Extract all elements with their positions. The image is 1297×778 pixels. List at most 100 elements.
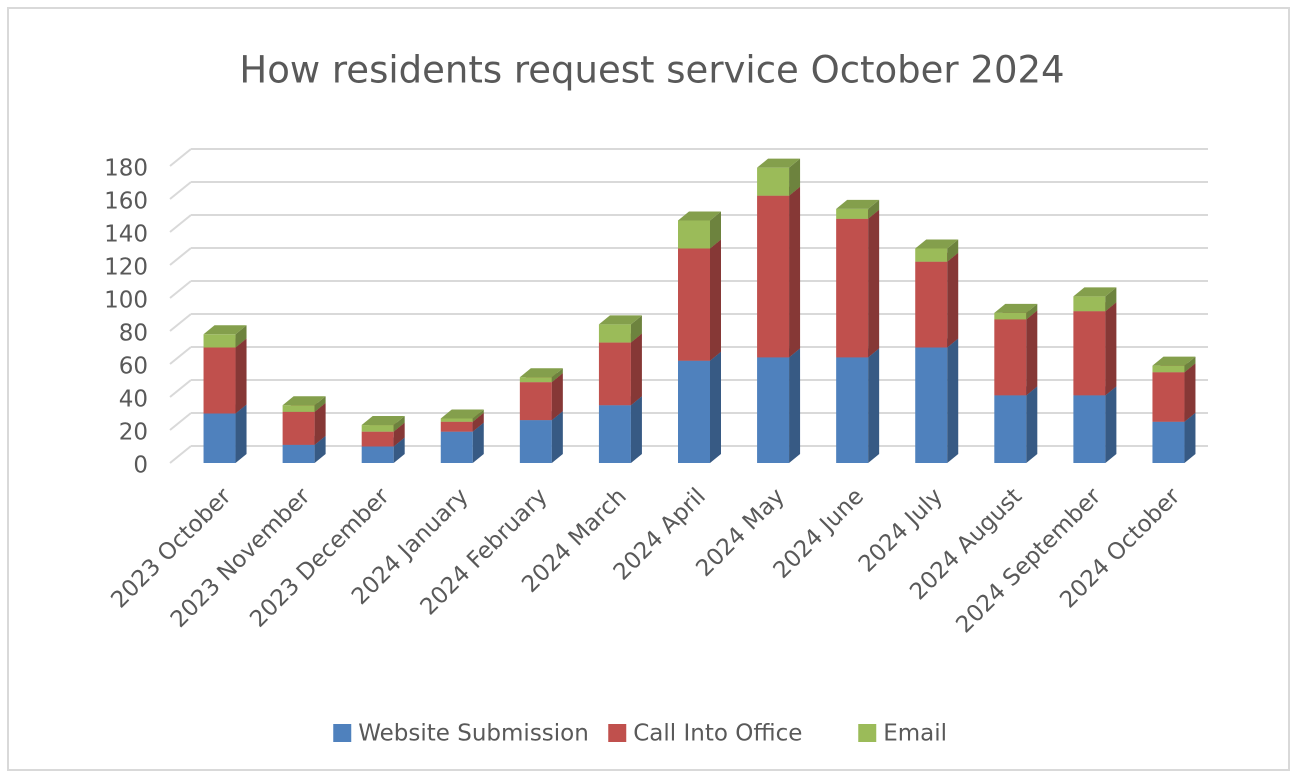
bar-segment — [994, 310, 1038, 396]
y-tick-label: 120 — [104, 255, 148, 281]
y-tick-label: 80 — [119, 321, 148, 347]
legend-label: Call Into Office — [633, 721, 802, 747]
bar-front — [282, 405, 315, 412]
legend-swatch — [333, 724, 352, 742]
legend-swatch — [858, 724, 877, 742]
bar-segment — [203, 325, 247, 348]
bar-front — [440, 421, 473, 432]
bar-segment — [678, 239, 721, 361]
bar-front — [361, 425, 394, 432]
bar-front — [282, 444, 315, 463]
grid-line-side — [169, 247, 192, 266]
y-tick-label: 0 — [133, 453, 148, 479]
bar-side — [551, 411, 563, 463]
bar-top — [519, 368, 563, 378]
bar-segment — [203, 338, 247, 414]
bar-side — [314, 402, 326, 445]
bar-side — [1184, 356, 1196, 373]
bar-front — [915, 248, 948, 262]
bar-side — [551, 373, 563, 421]
bar-front — [203, 334, 236, 348]
bar-side — [1105, 302, 1117, 396]
bar-segment — [519, 368, 563, 383]
bar-segment — [915, 239, 959, 262]
bar-front — [282, 411, 315, 445]
bar-front — [836, 357, 869, 463]
bar-side — [947, 252, 959, 348]
bar-front — [994, 319, 1027, 396]
bar-segment — [836, 199, 880, 219]
bar-front — [1073, 296, 1106, 312]
bar-segment — [994, 303, 1038, 320]
bar-front — [994, 395, 1027, 463]
bar-front — [836, 208, 869, 219]
bar-front — [678, 360, 710, 463]
bar-front — [440, 418, 473, 422]
bar-side — [1105, 386, 1117, 463]
bar-side — [630, 333, 642, 406]
bar-side — [393, 422, 405, 447]
bar-front — [915, 261, 948, 348]
bar-segment — [1152, 356, 1196, 373]
bar-side — [472, 409, 484, 422]
y-tick-label: 40 — [119, 387, 148, 413]
bar-side — [235, 325, 247, 348]
bar-segment — [757, 348, 801, 463]
grid-line-side — [169, 280, 192, 299]
bar-side — [1026, 386, 1038, 463]
bar-side — [1184, 363, 1196, 422]
bar-side — [393, 416, 405, 432]
bar-front — [915, 347, 948, 463]
bar-segment — [1073, 302, 1117, 396]
grid-line — [169, 181, 1208, 200]
bar-front — [836, 218, 869, 358]
bar-side — [630, 396, 642, 463]
legend-swatch — [608, 724, 627, 742]
bar-front — [1073, 395, 1106, 463]
grid-line — [169, 148, 1208, 167]
bar-front — [678, 220, 710, 249]
grid-line-side — [169, 445, 192, 464]
bar-segment — [994, 386, 1038, 463]
y-tick-label: 160 — [104, 189, 148, 215]
bar-front — [678, 248, 710, 361]
bar-side — [789, 158, 801, 196]
bar-segment — [598, 333, 642, 406]
bar-front — [519, 382, 552, 421]
bar-side — [868, 199, 880, 219]
bar-front — [1152, 365, 1185, 373]
bar-top — [1073, 287, 1117, 297]
bar-side — [1105, 287, 1117, 312]
bar-front — [598, 405, 631, 463]
bar-segment — [915, 338, 959, 463]
bar-side — [947, 239, 959, 262]
bar-segment — [1073, 287, 1117, 312]
grid-line-side — [169, 214, 192, 233]
bar-top — [598, 315, 642, 325]
bar-side — [868, 348, 880, 463]
bar-top — [1152, 356, 1196, 366]
bar-front — [757, 357, 790, 463]
bar-side — [235, 404, 247, 463]
bar-segment — [678, 211, 721, 249]
legend-label: Email — [883, 721, 947, 747]
bar-segment — [678, 351, 721, 463]
bar-front — [757, 167, 790, 196]
bar-top — [678, 211, 721, 221]
bar-side — [1184, 412, 1196, 463]
bar-front — [203, 413, 236, 463]
grid-line-side — [169, 181, 192, 200]
bar-top — [757, 158, 801, 168]
y-tick-label: 100 — [104, 288, 148, 314]
bar-side — [1026, 303, 1038, 320]
bar-front — [361, 446, 394, 463]
bar-side — [630, 315, 642, 343]
y-tick-label: 60 — [119, 354, 148, 380]
bar-side — [1026, 310, 1038, 396]
bar-side — [472, 422, 484, 463]
bar-segment — [598, 315, 642, 343]
bar-front — [598, 324, 631, 343]
bar-segment — [757, 158, 801, 196]
y-tick-label: 180 — [104, 156, 148, 182]
